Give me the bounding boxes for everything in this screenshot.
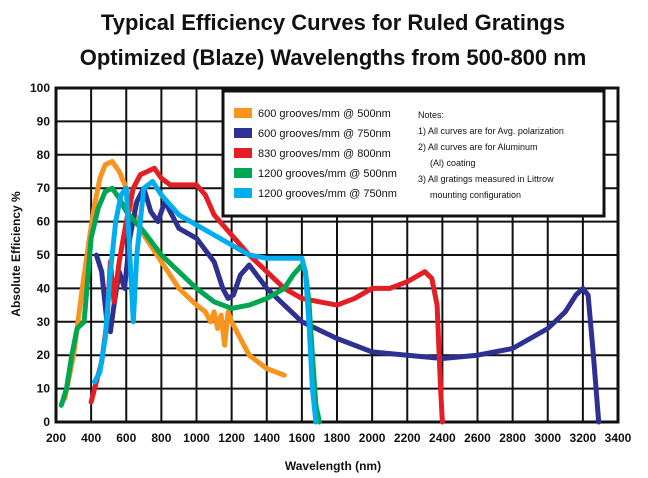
y-tick-label: 60: [37, 215, 51, 229]
x-tick-label: 200: [46, 431, 66, 445]
legend-label: 1200 grooves/mm @ 500nm: [258, 168, 397, 180]
y-axis-label: Absolute Efficiency %: [9, 191, 23, 317]
x-tick-label: 2600: [464, 431, 491, 445]
legend-swatch: [234, 108, 252, 118]
y-tick-label: 10: [37, 382, 51, 396]
plot-frame: [54, 86, 620, 424]
x-tick-labels: 200 400 600 800 1000 1200 1400 1600 1800 2000 2200…: [46, 431, 632, 445]
series-line-2: [93, 185, 602, 425]
note-line: 2) All curves are for Aluminum: [418, 142, 538, 152]
x-axis-label: Wavelength (nm): [285, 459, 381, 473]
legend-label: 600 grooves/mm @ 500nm: [258, 108, 391, 120]
x-tick-label: 1600: [289, 431, 316, 445]
x-tick-label: 400: [81, 431, 101, 445]
note-line: mounting configuration: [430, 190, 521, 200]
x-tick-label: 2400: [429, 431, 456, 445]
x-tick-label: 1400: [253, 431, 280, 445]
chart-title-line-1: Typical Efficiency Curves for Ruled Grat…: [101, 10, 565, 35]
note-line: Notes:: [418, 110, 444, 120]
legend-swatch: [234, 128, 252, 138]
y-tick-label: 80: [37, 148, 51, 162]
x-tick-label: 1000: [183, 431, 210, 445]
y-tick-label: 20: [37, 348, 51, 362]
y-tick-labels: 0 10 20 30 40 50 60 70 80 90 100: [30, 81, 50, 429]
legend-label: 830 grooves/mm @ 800nm: [258, 148, 391, 160]
x-tick-label: 600: [116, 431, 136, 445]
x-tick-label: 800: [151, 431, 171, 445]
note-line: (Al) coating: [430, 158, 476, 168]
x-tick-label: 3200: [570, 431, 597, 445]
x-tick-label: 2200: [394, 431, 421, 445]
y-tick-label: 30: [37, 315, 51, 329]
chart-title-line-2: Optimized (Blaze) Wavelengths from 500-8…: [80, 45, 587, 70]
y-tick-label: 70: [37, 181, 51, 195]
legend-label: 1200 grooves/mm @ 750nm: [258, 188, 397, 200]
legend-label: 600 grooves/mm @ 750nm: [258, 128, 391, 140]
series-line-1: [62, 159, 287, 402]
series-line-5: [92, 179, 319, 425]
x-tick-label: 3400: [605, 431, 632, 445]
plot-border: [54, 86, 620, 424]
y-tick-label: 40: [37, 281, 51, 295]
x-tick-label: 1200: [218, 431, 245, 445]
legend-box: [221, 89, 606, 218]
legend-swatch: [234, 168, 252, 178]
note-line: 1) All curves are for Avg. polarization: [418, 126, 564, 136]
legend: 600 grooves/mm @ 500nm 600 grooves/mm @ 7…: [221, 89, 606, 218]
note-line: 3) All gratings measured in Littrow: [418, 174, 554, 184]
y-tick-label: 0: [43, 415, 50, 429]
x-tick-label: 2000: [359, 431, 386, 445]
x-tick-label: 3000: [534, 431, 561, 445]
x-tick-label: 2800: [499, 431, 526, 445]
series-line-3: [88, 165, 445, 425]
series-group: [58, 159, 602, 425]
y-tick-label: 50: [37, 248, 51, 262]
x-tick-label: 1800: [324, 431, 351, 445]
y-tick-label: 100: [30, 81, 50, 95]
legend-swatch: [234, 148, 252, 158]
legend-swatch: [234, 188, 252, 198]
y-tick-label: 90: [37, 114, 51, 128]
